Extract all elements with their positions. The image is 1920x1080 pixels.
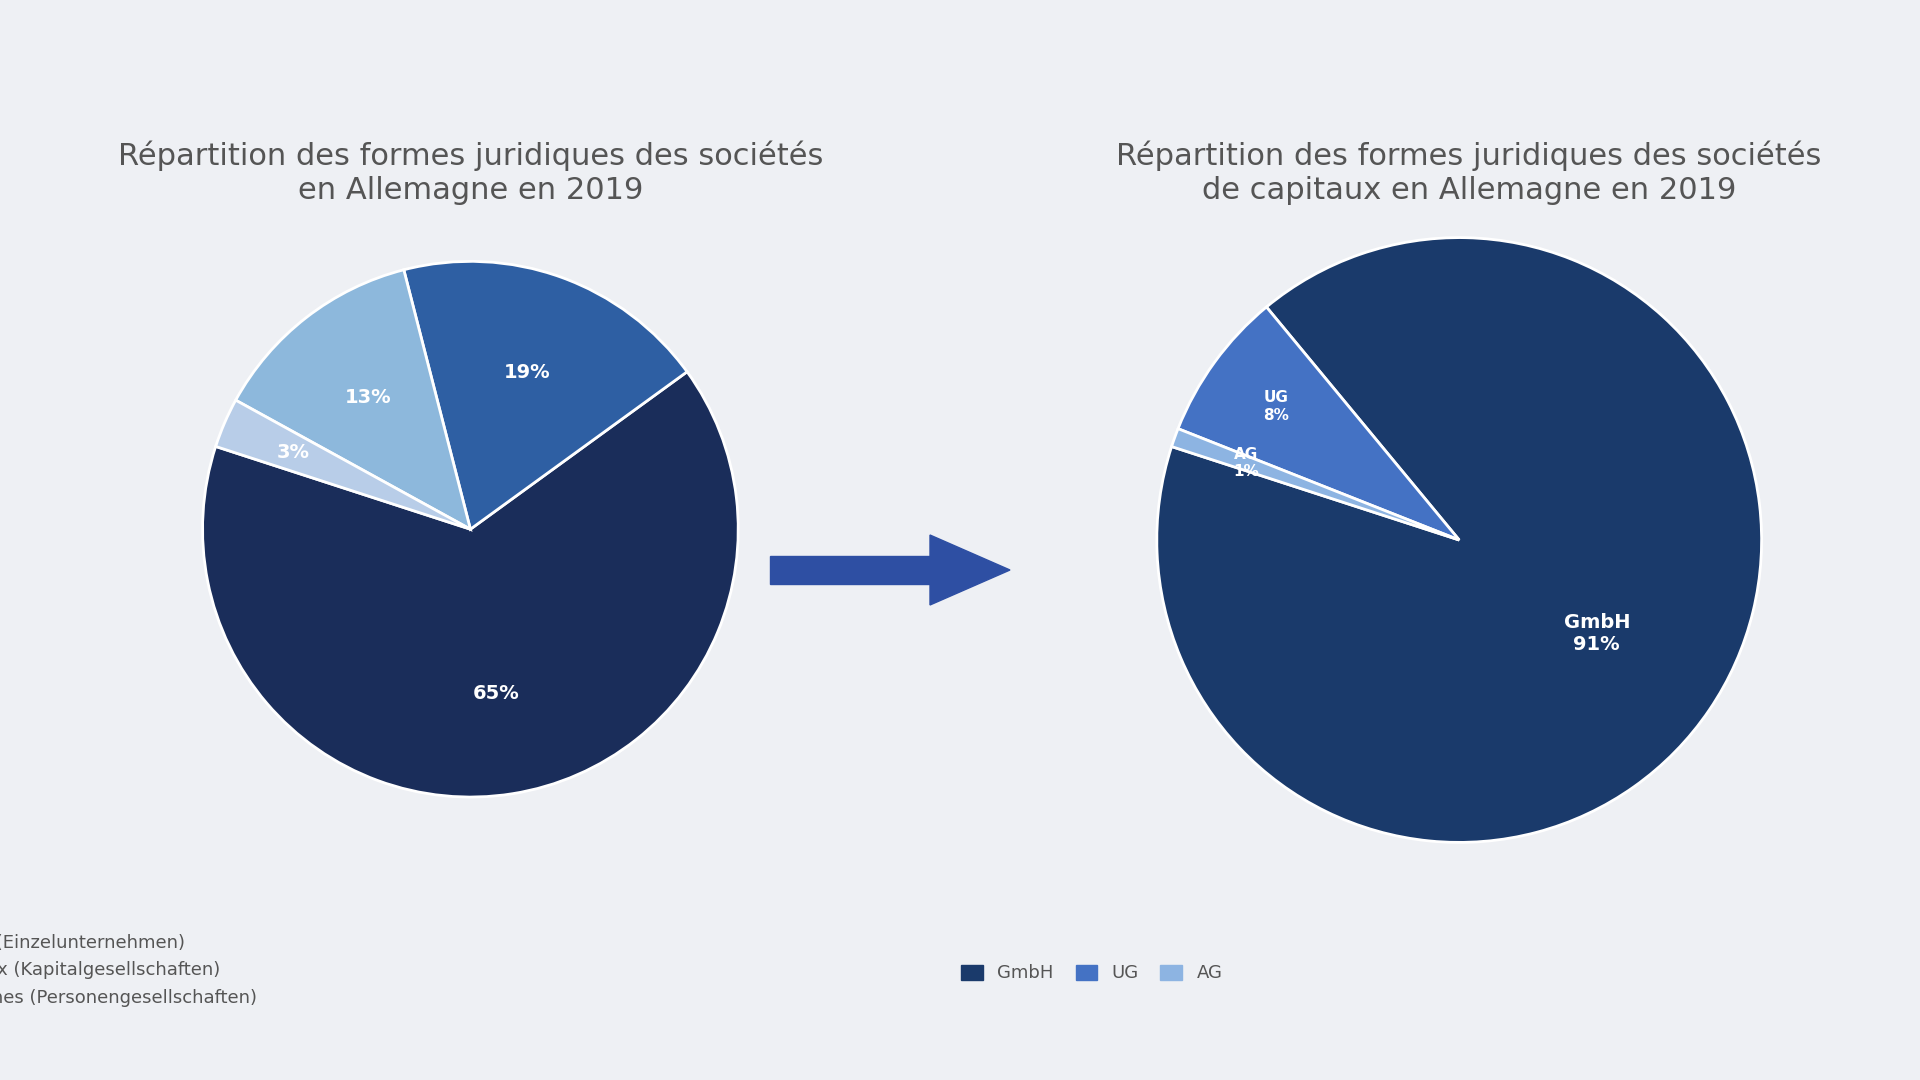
Wedge shape [1171,429,1459,540]
Text: 19%: 19% [503,364,549,382]
Wedge shape [403,261,687,529]
Text: Répartition des formes juridiques des sociétés
en Allemagne en 2019: Répartition des formes juridiques des so… [117,140,824,205]
Wedge shape [1179,307,1459,540]
Text: AG
1%: AG 1% [1233,447,1260,480]
Wedge shape [236,270,470,529]
Text: 13%: 13% [346,389,392,407]
Text: UG
8%: UG 8% [1263,391,1288,423]
Text: 3%: 3% [276,443,309,462]
Wedge shape [215,401,470,529]
Wedge shape [1158,238,1761,842]
Legend: GmbH, UG, AG: GmbH, UG, AG [954,957,1229,989]
Polygon shape [929,535,1010,605]
Legend: Autoentrepreneurs (Einzelunternehmen), Sociétés de capitaux (Kapitalgesellschaft: Autoentrepreneurs (Einzelunternehmen), S… [0,927,263,1041]
Text: 65%: 65% [472,684,520,703]
Text: Répartition des formes juridiques des sociétés
de capitaux en Allemagne en 2019: Répartition des formes juridiques des so… [1116,140,1822,205]
Polygon shape [770,556,929,584]
Text: GmbH
91%: GmbH 91% [1563,613,1630,654]
Wedge shape [204,372,737,797]
